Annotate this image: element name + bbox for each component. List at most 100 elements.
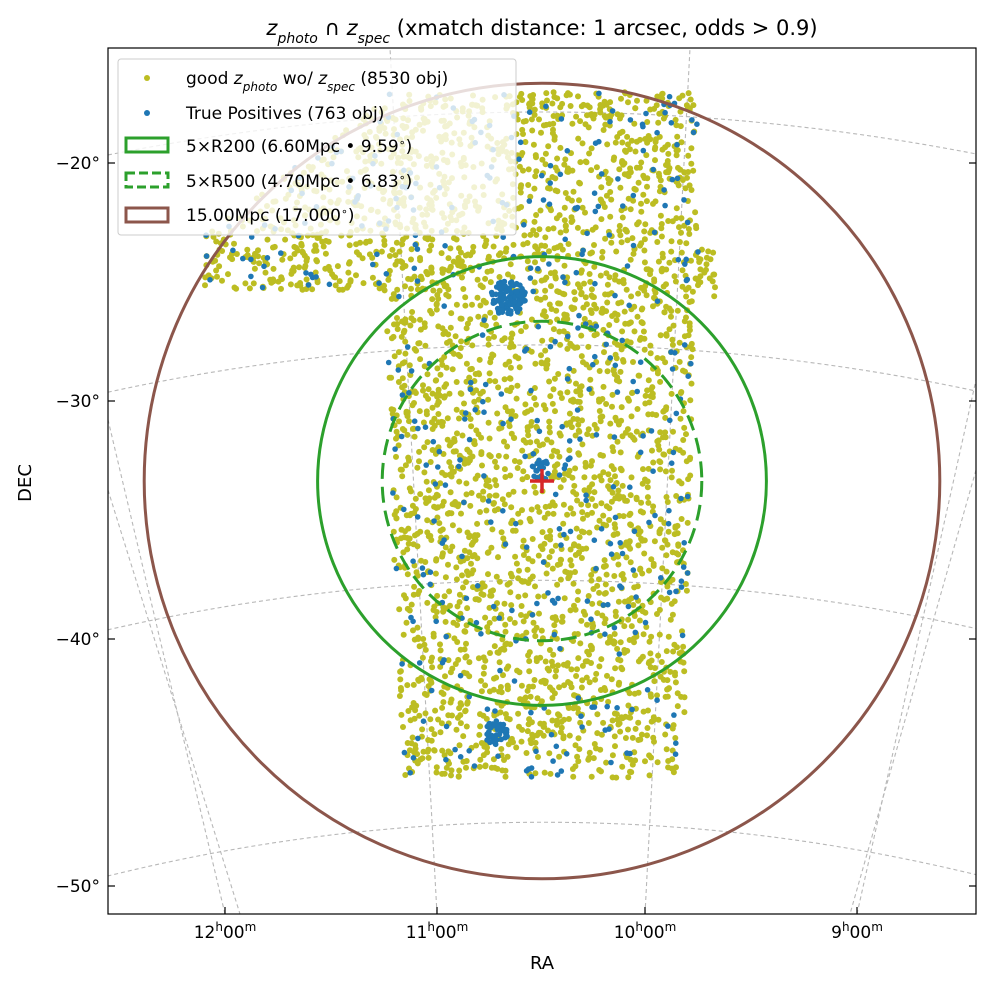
good-point xyxy=(616,222,623,229)
good-point xyxy=(631,328,638,335)
true-positive-point xyxy=(662,109,668,116)
good-point xyxy=(578,528,585,535)
good-point xyxy=(608,196,615,203)
true-positive-point xyxy=(593,323,600,330)
good-point xyxy=(422,342,429,349)
good-point xyxy=(615,721,622,728)
good-point xyxy=(558,395,565,401)
good-point xyxy=(460,286,467,292)
good-point xyxy=(421,363,428,370)
good-point xyxy=(567,419,574,426)
good-point xyxy=(580,515,586,522)
good-point xyxy=(599,248,606,255)
good-point xyxy=(572,465,579,472)
good-point xyxy=(572,742,579,749)
good-point xyxy=(444,436,451,443)
good-point xyxy=(214,273,220,280)
good-point xyxy=(613,248,620,255)
good-point xyxy=(449,366,456,373)
good-point xyxy=(590,586,597,592)
good-point xyxy=(401,359,408,366)
good-point xyxy=(606,322,613,328)
good-point xyxy=(610,466,617,473)
true-positive-point xyxy=(616,651,623,657)
true-positive-point xyxy=(489,738,496,745)
true-positive-point xyxy=(607,540,614,547)
good-point xyxy=(651,278,658,285)
true-positive-point xyxy=(592,208,599,215)
good-point xyxy=(527,193,534,200)
good-point xyxy=(518,204,525,210)
good-point xyxy=(579,417,585,424)
good-point xyxy=(572,569,578,575)
good-point xyxy=(391,353,398,360)
good-point xyxy=(485,477,492,484)
good-point xyxy=(402,772,409,778)
true-positive-point xyxy=(666,507,672,514)
true-positive-point xyxy=(680,564,687,570)
good-point xyxy=(509,408,515,415)
good-point xyxy=(575,758,582,765)
good-point xyxy=(567,505,574,512)
good-point xyxy=(626,714,632,721)
good-point xyxy=(460,733,467,740)
good-point xyxy=(565,679,572,685)
good-point xyxy=(480,670,487,677)
true-positive-point xyxy=(326,281,333,288)
good-point xyxy=(541,514,548,521)
good-point xyxy=(486,452,493,459)
good-point xyxy=(588,145,595,152)
good-point xyxy=(557,144,564,151)
good-point xyxy=(647,136,654,143)
good-point xyxy=(545,226,552,233)
good-point xyxy=(531,395,538,402)
good-point xyxy=(449,468,456,475)
true-positive-point xyxy=(390,490,396,496)
good-point xyxy=(319,238,326,245)
good-point xyxy=(491,333,497,340)
good-point xyxy=(554,581,561,588)
good-point xyxy=(660,115,667,122)
good-point xyxy=(545,143,552,150)
good-point xyxy=(616,278,623,285)
good-point xyxy=(531,677,538,683)
good-point xyxy=(561,470,568,477)
good-point xyxy=(659,254,666,261)
good-point xyxy=(408,276,415,283)
good-point xyxy=(463,480,470,487)
good-point xyxy=(554,288,561,295)
true-positive-point xyxy=(401,749,408,756)
true-positive-point xyxy=(509,607,515,614)
true-positive-point xyxy=(652,512,658,519)
good-point xyxy=(655,258,662,265)
good-point xyxy=(568,424,575,431)
good-point xyxy=(693,222,699,229)
good-point xyxy=(554,188,561,195)
cluster-center-marker xyxy=(530,469,554,493)
good-point xyxy=(593,331,600,338)
good-point xyxy=(515,710,522,717)
true-positive-point xyxy=(462,416,468,422)
good-point xyxy=(640,191,647,198)
good-point xyxy=(561,161,568,168)
true-positive-point xyxy=(486,721,492,727)
good-point xyxy=(672,679,679,686)
good-point xyxy=(486,435,493,442)
good-point xyxy=(519,507,525,514)
good-point xyxy=(513,560,520,567)
good-point xyxy=(644,484,651,491)
good-point xyxy=(594,711,601,718)
good-point xyxy=(433,769,440,776)
true-positive-point xyxy=(494,297,501,304)
good-point xyxy=(302,262,309,269)
good-point xyxy=(609,774,616,781)
good-point xyxy=(538,129,544,136)
good-point xyxy=(650,503,657,510)
true-positive-point xyxy=(411,418,418,425)
good-point xyxy=(407,488,414,495)
true-positive-point xyxy=(401,506,407,513)
good-point xyxy=(339,286,346,293)
good-point xyxy=(656,110,663,117)
good-point xyxy=(532,583,538,590)
good-point xyxy=(518,603,525,609)
